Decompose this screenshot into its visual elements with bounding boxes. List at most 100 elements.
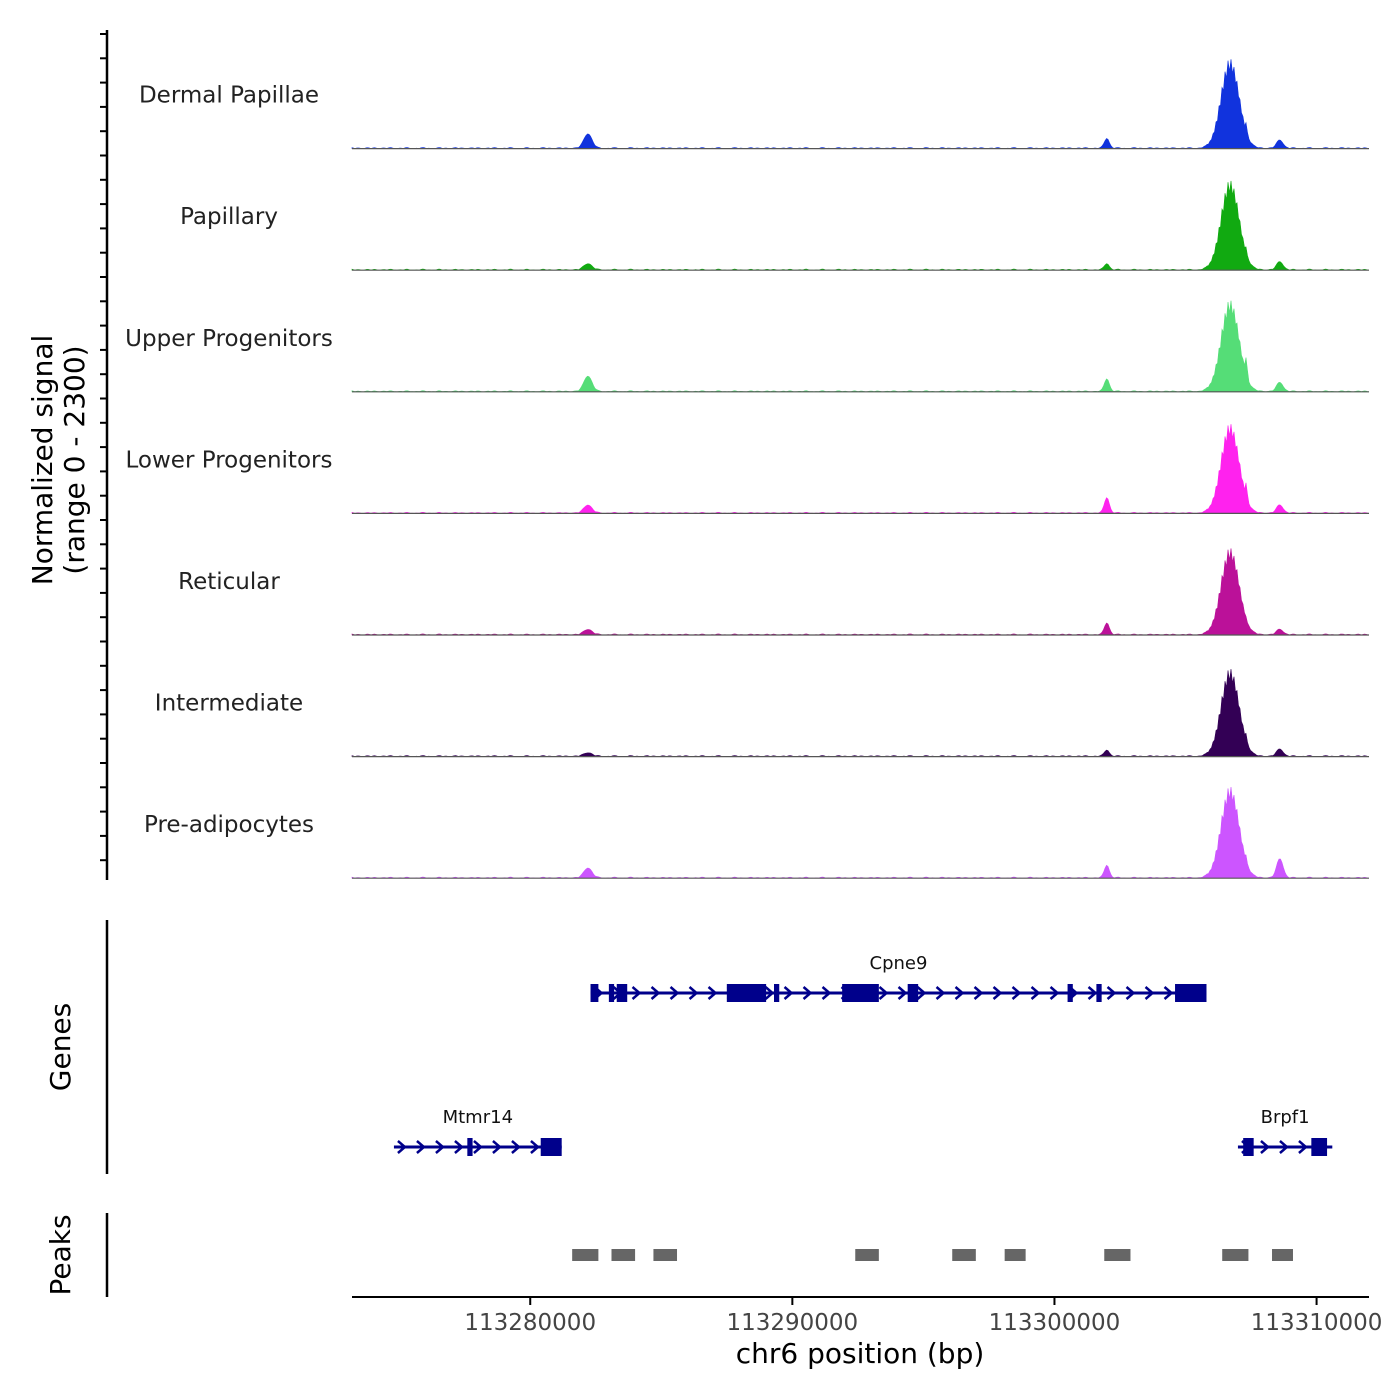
peak-region — [855, 1249, 879, 1261]
strand-arrow — [669, 986, 680, 1000]
peak-region — [952, 1249, 976, 1261]
strand-arrow — [1144, 986, 1155, 1000]
gene-cpne9: Cpne9 — [590, 953, 1207, 1002]
peak-region — [653, 1249, 678, 1261]
track-label: Dermal Papillae — [139, 83, 319, 109]
gene-brpf1: Brpf1 — [1237, 1107, 1333, 1156]
strand-arrow — [492, 1140, 502, 1154]
coverage-track-intermediate: Intermediate — [155, 669, 1370, 758]
peaks-label: Peaks — [44, 1214, 77, 1295]
peak-region — [572, 1249, 599, 1261]
strand-arrow — [454, 1140, 464, 1154]
strand-arrow — [1163, 986, 1174, 1000]
gene-name-label: Mtmr14 — [443, 1107, 513, 1128]
gene-name-label: Cpne9 — [870, 953, 928, 974]
exon-block — [1067, 984, 1073, 1002]
coverage-track-lower-progenitors: Lower Progenitors — [126, 424, 1370, 515]
exon-block — [616, 984, 628, 1002]
strand-arrow — [707, 986, 718, 1000]
peak-region — [611, 1249, 636, 1261]
track-label: Papillary — [180, 204, 278, 230]
genes-label: Genes — [44, 1003, 77, 1091]
coverage-track-pre-adipocytes: Pre-adipocytes — [144, 786, 1370, 879]
x-tick-label: 113310000 — [1251, 1310, 1383, 1336]
exon-block — [590, 984, 599, 1002]
strand-arrow — [916, 986, 927, 1000]
coverage-track-upper-progenitors: Upper Progenitors — [125, 300, 1370, 393]
coverage-track-reticular: Reticular — [178, 548, 1370, 636]
strand-arrow — [1260, 1140, 1270, 1154]
peak-region — [1222, 1249, 1249, 1261]
strand-arrow — [783, 986, 794, 1000]
x-tick-label: 113290000 — [726, 1310, 858, 1336]
peak-region — [1004, 1249, 1026, 1261]
exon-block — [842, 984, 879, 1002]
y-axis-label-line1: Normalized signal — [26, 335, 59, 586]
strand-arrow — [1106, 986, 1117, 1000]
coverage-track-papillary: Papillary — [180, 180, 1370, 271]
strand-arrow — [688, 986, 699, 1000]
gene-mtmr14: Mtmr14 — [393, 1107, 562, 1156]
exon-block — [1243, 1138, 1254, 1156]
strand-arrow — [821, 986, 832, 1000]
coverage-area — [351, 300, 1370, 393]
coverage-area — [351, 548, 1370, 636]
strand-arrow — [878, 986, 889, 1000]
exon-block — [907, 984, 919, 1002]
exon-block — [608, 984, 615, 1002]
strand-arrow — [935, 986, 946, 1000]
x-tick-label: 113280000 — [464, 1310, 596, 1336]
strand-arrow — [802, 986, 813, 1000]
exon-block — [1311, 1138, 1328, 1156]
strand-arrow — [973, 986, 984, 1000]
coverage-area — [351, 424, 1370, 514]
strand-arrow — [650, 986, 661, 1000]
exon-block — [467, 1138, 473, 1156]
y-axis-label-line2: (range 0 - 2300) — [58, 345, 91, 574]
exon-block — [1175, 984, 1207, 1002]
peak-region — [1104, 1249, 1131, 1261]
strand-arrow — [1011, 986, 1022, 1000]
strand-arrow — [511, 1140, 521, 1154]
peaks-track: Peaks — [44, 1213, 1293, 1297]
strand-arrow — [764, 986, 775, 1000]
signal-axis-label: Normalized signal (range 0 - 2300) — [26, 335, 91, 586]
track-label: Lower Progenitors — [126, 447, 333, 473]
x-tick-label: 113300000 — [989, 1310, 1121, 1336]
track-label: Reticular — [178, 569, 280, 595]
exon-block — [540, 1138, 562, 1156]
coverage-track-dermal-papillae: Dermal Papillae — [139, 59, 1370, 150]
strand-arrow — [992, 986, 1003, 1000]
strand-arrow — [397, 1140, 407, 1154]
gene-name-label: Brpf1 — [1261, 1107, 1310, 1128]
coverage-area — [351, 59, 1370, 149]
coverage-area — [351, 669, 1370, 757]
track-label: Pre-adipocytes — [144, 812, 314, 838]
strand-arrow — [1125, 986, 1136, 1000]
strand-arrow — [954, 986, 965, 1000]
strand-arrow — [1279, 1140, 1289, 1154]
track-label: Intermediate — [155, 691, 303, 717]
peak-region — [1272, 1249, 1293, 1261]
signal-axis — [100, 30, 109, 880]
strand-arrow — [631, 986, 642, 1000]
strand-arrow — [1087, 986, 1098, 1000]
strand-arrow — [897, 986, 908, 1000]
strand-arrow — [416, 1140, 426, 1154]
coverage-area — [351, 786, 1370, 879]
exon-block — [1096, 984, 1102, 1002]
strand-arrow — [1298, 1140, 1308, 1154]
exon-block — [774, 984, 780, 1002]
strand-arrow — [473, 1140, 483, 1154]
track-label: Upper Progenitors — [125, 326, 333, 352]
genes-track: Genes Cpne9 Mtmr14 Brpf1 — [44, 920, 1333, 1174]
signal-tracks: Dermal Papillae Papillary Upper Progenitor… — [125, 59, 1370, 879]
coverage-area — [351, 180, 1370, 271]
exon-block — [726, 984, 767, 1002]
strand-arrow — [1049, 986, 1060, 1000]
strand-arrow — [530, 1140, 540, 1154]
strand-arrow — [1030, 986, 1041, 1000]
x-axis: chr6 position (bp) 113280000 113290000 113… — [352, 1296, 1383, 1370]
strand-arrow — [435, 1140, 445, 1154]
